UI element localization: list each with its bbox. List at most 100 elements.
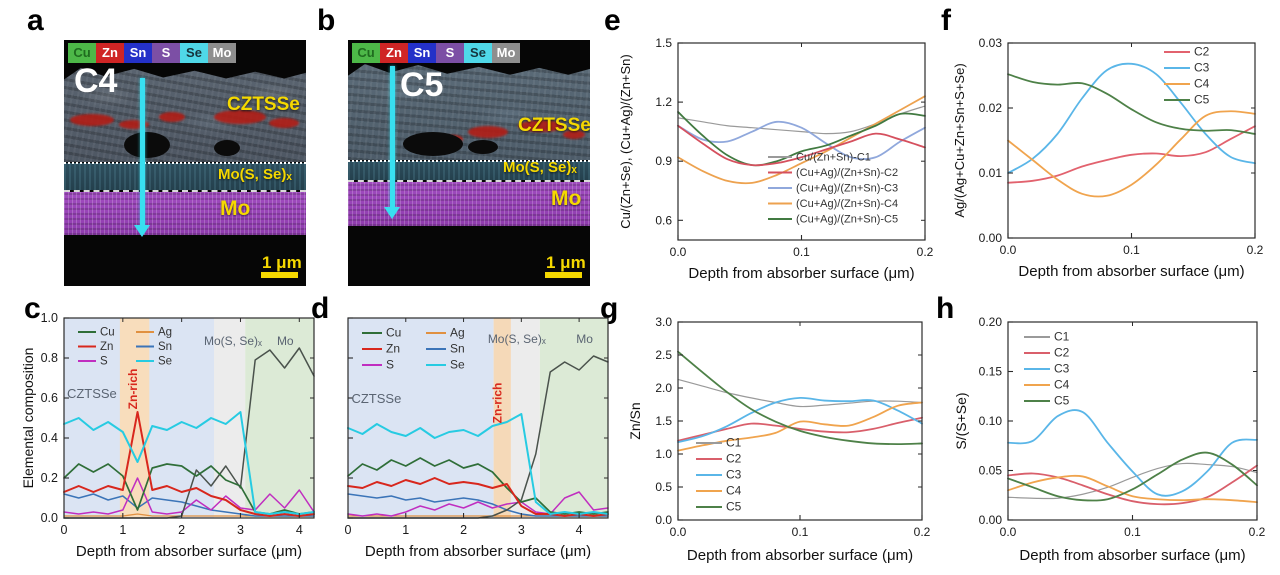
svg-text:1: 1 — [402, 523, 409, 537]
legend-entry-c4: C4 — [726, 484, 742, 498]
depth-profile-arrow — [134, 78, 150, 237]
chart-svg-e: 0.0 0.1 0.2 0.6 0.9 1.2 1.5 Depth from absorber… — [618, 36, 934, 282]
legend-entry--cu-ag-zn-sn-c4: (Cu+Ag)/(Zn+Sn)-C4 — [796, 198, 898, 210]
legend-entry-c1: C1 — [1054, 330, 1070, 344]
scale-bar — [545, 272, 582, 278]
svg-text:0: 0 — [61, 523, 68, 537]
series-zn — [347, 477, 609, 517]
series--cu-ag-zn-sn-c3 — [677, 120, 926, 161]
svg-text:0.02: 0.02 — [979, 101, 1003, 115]
panel-letter-h: h — [936, 292, 955, 325]
svg-text:0.1: 0.1 — [1124, 525, 1141, 539]
series-c4 — [1007, 110, 1256, 198]
element-chip-se: Se — [464, 43, 492, 63]
legend-entry-c3: C3 — [1194, 61, 1210, 75]
svg-text:0.03: 0.03 — [979, 36, 1003, 50]
mo-back-contact-layer — [64, 192, 306, 235]
panel-letter-e: e — [604, 4, 621, 37]
legend-entry-se: Se — [450, 358, 465, 372]
series-c2 — [1007, 125, 1256, 184]
scale-bar-label: 1 μm — [546, 253, 586, 272]
x-axis-label: Depth from absorber surface (μm) — [76, 543, 302, 560]
annotation-mo: Mo — [277, 334, 294, 348]
annotation-cztsse: CZTSSe — [351, 391, 401, 406]
svg-text:2.5: 2.5 — [655, 348, 672, 362]
svg-text:0.0: 0.0 — [670, 525, 687, 539]
series-c2 — [677, 416, 923, 442]
svg-text:3: 3 — [237, 523, 244, 537]
mosse-interlayer — [348, 161, 590, 180]
chart-svg-d: 0 1 2 3 4 Depth from absorber surface (μm) CZT… — [345, 317, 609, 560]
legend-entry-ag: Ag — [450, 326, 465, 340]
legend-entry-sn: Sn — [450, 342, 465, 356]
svg-text:0.0: 0.0 — [1000, 525, 1017, 539]
svg-text:0.0: 0.0 — [670, 245, 687, 259]
chart-zn-sn-ratio: 0.0 0.1 0.2 0.0 0.5 1.0 1.5 2.0 2.5 3.0 Depth from… — [600, 293, 945, 575]
legend-entry-c4: C4 — [1194, 77, 1210, 91]
void-region — [468, 140, 498, 154]
panel-letter-d: d — [311, 292, 330, 325]
znse-grain-patch — [159, 112, 185, 122]
svg-text:0.2: 0.2 — [917, 245, 934, 259]
svg-text:0.2: 0.2 — [1247, 243, 1264, 257]
svg-text:0.9: 0.9 — [655, 154, 672, 168]
svg-text:2.0: 2.0 — [655, 381, 672, 395]
void-region — [403, 132, 463, 156]
svg-text:0.20: 0.20 — [979, 315, 1003, 329]
absorber-interlayer-boundary — [64, 162, 306, 164]
series-c5 — [1007, 73, 1256, 135]
series-c2 — [1007, 464, 1258, 506]
element-chip-mo: Mo — [492, 43, 520, 63]
legend-entry-se: Se — [158, 356, 172, 368]
legend-entry--cu-ag-zn-sn-c2: (Cu+Ag)/(Zn+Sn)-C2 — [796, 167, 898, 179]
svg-text:0.8: 0.8 — [41, 351, 58, 365]
svg-text:0.00: 0.00 — [979, 231, 1003, 245]
svg-text:0.1: 0.1 — [792, 525, 809, 539]
series--cu-ag-zn-sn-c2 — [677, 124, 926, 167]
scale-bar-label: 1 μm — [262, 253, 302, 272]
legend-entry-c5: C5 — [1194, 93, 1210, 107]
series-c3 — [1007, 62, 1256, 174]
svg-text:0.1: 0.1 — [793, 245, 810, 259]
element-chip-se: Se — [180, 43, 208, 63]
svg-text:0.1: 0.1 — [1123, 243, 1140, 257]
chart-svg-h: 0.0 0.1 0.2 0.00 0.05 0.10 0.15 0.20 Depth from … — [953, 315, 1266, 564]
series--cu-ag-zn-sn-c5 — [677, 111, 926, 167]
y-axis-label: S/(S+Se) — [953, 392, 969, 449]
element-chip-sn: Sn — [124, 43, 152, 63]
znse-grain-patch — [518, 120, 564, 132]
interlayer-mo-boundary — [64, 190, 306, 192]
chart-elemental-composition-c5: 0 1 2 3 4 Depth from absorber surface (μm) CZT… — [318, 293, 616, 575]
element-chip-cu: Cu — [352, 43, 380, 63]
svg-text:2: 2 — [178, 523, 185, 537]
void-region — [214, 140, 240, 156]
svg-text:2: 2 — [460, 523, 467, 537]
legend-entry-c2: C2 — [1194, 45, 1210, 59]
legend-entry-sn: Sn — [158, 341, 172, 353]
panel-letter-b: b — [317, 4, 336, 37]
absorber-label: CZTSSe — [227, 94, 300, 115]
element-chip-cu: Cu — [68, 43, 96, 63]
series-zn — [63, 411, 315, 517]
sample-label: C5 — [400, 66, 444, 104]
legend-entry-s: S — [386, 358, 394, 372]
mosse-interlayer — [64, 163, 306, 190]
znse-grain-patch — [119, 120, 149, 129]
absorber-label: CZTSSe — [518, 115, 590, 136]
svg-text:1: 1 — [119, 523, 126, 537]
svg-text:3: 3 — [518, 523, 525, 537]
element-chip-sn: Sn — [408, 43, 436, 63]
series-c1 — [677, 378, 923, 408]
x-axis-label: Depth from absorber surface (μm) — [688, 265, 914, 282]
panel-letter-f: f — [941, 4, 951, 37]
svg-text:3.0: 3.0 — [655, 315, 672, 329]
legend-entry-c4: C4 — [1054, 378, 1070, 392]
svg-text:1.0: 1.0 — [41, 311, 58, 325]
legend-entry-c3: C3 — [1054, 362, 1070, 376]
legend-entry--cu-ag-zn-sn-c3: (Cu+Ag)/(Zn+Sn)-C3 — [796, 183, 898, 195]
legend-entry-zn: Zn — [386, 342, 400, 356]
depth-profile-arrow — [384, 66, 400, 219]
absorber-interlayer-boundary — [348, 160, 590, 162]
svg-text:0.10: 0.10 — [979, 414, 1003, 428]
chart-svg-g: 0.0 0.1 0.2 0.0 0.5 1.0 1.5 2.0 2.5 3.0 Depth from… — [627, 315, 931, 564]
